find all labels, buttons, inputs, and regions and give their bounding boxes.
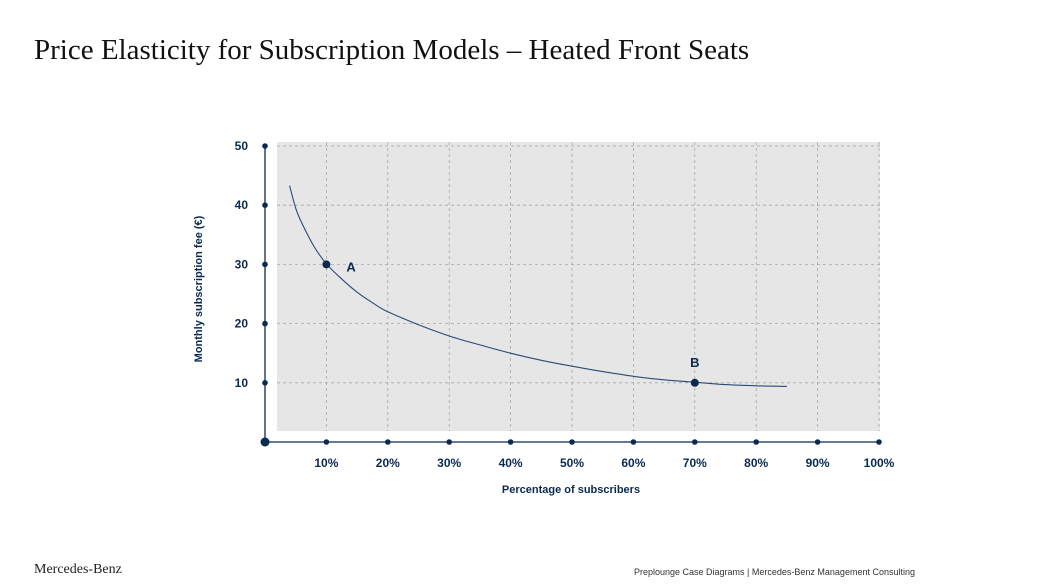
footer-note: Preplounge Case Diagrams | Mercedes-Benz… [634, 567, 915, 577]
x-tick-label: 10% [314, 456, 338, 470]
x-axis-title: Percentage of subscribers [502, 484, 640, 496]
y-tick-label: 50 [235, 139, 249, 153]
y-tick-dot [262, 380, 268, 386]
point-a [322, 260, 331, 269]
x-tick-label: 50% [560, 456, 584, 470]
x-tick-dot [876, 439, 882, 445]
x-tick-dot [692, 439, 698, 445]
x-tick-label: 80% [744, 456, 768, 470]
x-tick-label: 20% [376, 456, 400, 470]
y-tick-dot [262, 143, 268, 149]
x-tick-dot [323, 439, 330, 445]
brand-wordmark: Mercedes-Benz [34, 562, 122, 577]
page-title: Price Elasticity for Subscription Models… [34, 34, 750, 66]
x-tick-label: 100% [864, 456, 895, 470]
x-tick-label: 90% [806, 456, 830, 470]
x-tick-label: 60% [621, 456, 645, 470]
series [289, 185, 787, 387]
origin-dot [260, 437, 270, 447]
plot-background [277, 142, 880, 431]
y-tick-label: 30 [235, 257, 249, 271]
x-tick-label: 70% [683, 456, 707, 470]
y-tick-dot [262, 320, 268, 327]
demand-curve [289, 185, 787, 387]
x-tick-dot [569, 439, 575, 445]
x-tick-dot [630, 439, 637, 445]
x-tick-dot [446, 439, 453, 445]
x-tick-dot [814, 439, 821, 445]
x-tick-dot [753, 439, 759, 445]
y-tick-label: 40 [235, 198, 249, 212]
y-tick-label: 10 [235, 376, 249, 390]
x-tick-dot [385, 439, 391, 445]
point-label-b: B [690, 355, 699, 370]
marked-points: AB [322, 259, 699, 387]
x-tick-dot [507, 439, 514, 445]
y-axis-title: Monthly subscription fee (€) [193, 215, 205, 362]
gridlines [277, 142, 880, 431]
ticks: 10% 20% 30% 40% 50% 60% 70% 80% 90% 100% 10 20 30 40 5… [235, 139, 895, 470]
x-tick-label: 40% [499, 456, 523, 470]
y-tick-dot [262, 202, 268, 208]
y-tick-label: 20 [235, 317, 249, 331]
x-tick-label: 30% [437, 456, 461, 470]
point-label-a: A [346, 259, 356, 274]
y-tick-dot [262, 261, 268, 268]
point-b [690, 378, 699, 387]
